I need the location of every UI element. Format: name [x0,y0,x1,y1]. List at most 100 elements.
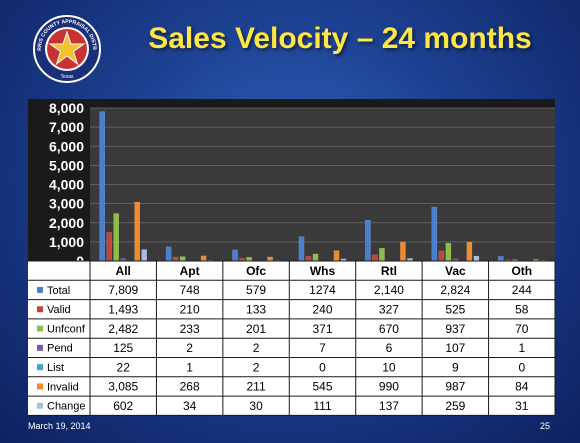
bar-unfconf-whs [312,253,319,262]
category-label: All [116,264,131,278]
legend-key-total [37,286,43,293]
y-tick-label: 8,000 [49,100,84,116]
bar-unfconf-vac [445,242,452,262]
data-label: 9 [452,360,459,374]
y-tick-label: 1,000 [49,234,84,250]
data-label: 987 [445,380,465,394]
bar-change-vac [473,255,480,262]
legend-key-unfconf [37,325,43,332]
category-label: Ofc [246,264,266,278]
data-label: 3,085 [108,380,138,394]
data-label: 748 [180,283,200,297]
data-label: 259 [445,399,465,413]
y-tick-label: 6,000 [49,138,84,154]
harris-county-seal-logo: HARRIS COUNTY APPRAISAL DISTRICT Texas [32,14,101,83]
category-label: Rtl [381,264,397,278]
data-label: 84 [515,380,529,394]
slide-date: March 19, 2014 [28,421,91,431]
data-label: 240 [312,302,332,316]
data-label: 111 [313,399,332,413]
bar-total-whs [298,236,305,262]
data-label: 107 [445,341,465,355]
y-tick-label: 2,000 [49,215,84,231]
y-tick-label: 5,000 [49,157,84,173]
data-label: 31 [515,399,529,413]
data-label: 1,493 [108,302,138,316]
data-label: 327 [379,302,399,316]
bar-total-rtl [365,219,371,262]
bar-invalid-ofc [267,256,273,262]
data-label: 133 [246,302,266,316]
bar-invalid-all [134,201,141,262]
data-label: 0 [518,360,525,374]
data-label: 1274 [309,283,336,297]
legend-label: Change [47,401,86,413]
y-tick-label: 3,000 [49,196,84,212]
legend-label: Valid [47,304,71,316]
data-label: 70 [515,322,529,336]
data-label: 137 [379,399,399,413]
legend-label: Unfconf [47,323,86,335]
data-label: 34 [183,399,197,413]
data-label: 545 [312,380,332,394]
data-label: 22 [117,360,131,374]
data-label: 2,140 [374,283,404,297]
bar-total-apt [165,246,172,262]
category-label: Vac [445,264,466,278]
data-label: 58 [515,302,529,316]
data-label: 244 [512,283,532,297]
bar-unfconf-rtl [379,247,385,262]
data-label: 233 [180,322,200,336]
data-label: 30 [249,399,263,413]
data-label: 2,482 [108,322,138,336]
data-label: 0 [319,360,326,374]
bar-total-ofc [232,249,238,262]
data-label: 602 [113,399,133,413]
data-label: 525 [445,302,465,316]
bar-unfconf-ofc [246,256,252,262]
category-label: Oth [511,264,532,278]
bar-invalid-vac [466,241,473,262]
bar-valid-vac [438,250,445,262]
category-label: Apt [180,264,200,278]
data-label: 937 [445,322,465,336]
legend-key-valid [37,306,43,313]
data-label: 990 [379,380,399,394]
data-label: 2 [186,341,193,355]
bar-unfconf-all [113,213,120,262]
data-label: 268 [180,380,200,394]
slide-page-number: 25 [540,421,551,431]
data-label: 10 [382,360,396,374]
legend-key-list [37,364,43,371]
bar-total-oth [497,256,504,262]
bar-invalid-rtl [400,241,406,262]
bar-change-all [141,249,148,262]
data-label: 2,824 [440,283,470,297]
data-label: 7 [319,341,326,355]
bar-invalid-apt [200,255,207,262]
bar-valid-whs [305,256,312,262]
bar-total-all [99,111,106,262]
bar-unfconf-apt [179,256,186,262]
data-label: 211 [247,380,266,394]
data-label: 2 [253,341,260,355]
legend-key-invalid [37,383,43,390]
bar-valid-apt [172,256,179,262]
legend-label: Total [47,285,70,297]
data-label: 6 [386,341,393,355]
data-label: 2 [253,360,260,374]
data-label: 201 [246,322,266,336]
data-label: 7,809 [108,283,138,297]
data-label: 1 [518,341,525,355]
legend-key-change [37,402,43,409]
seal-state: Texas [60,74,74,80]
legend-label: List [47,362,64,374]
data-label: 670 [379,322,399,336]
legend-label: Pend [47,343,73,355]
data-label: 579 [246,283,266,297]
y-tick-label: 4,000 [49,177,84,193]
slide-title: Sales Velocity – 24 months [148,22,532,55]
data-label: 125 [113,341,133,355]
data-label: 371 [312,322,332,336]
